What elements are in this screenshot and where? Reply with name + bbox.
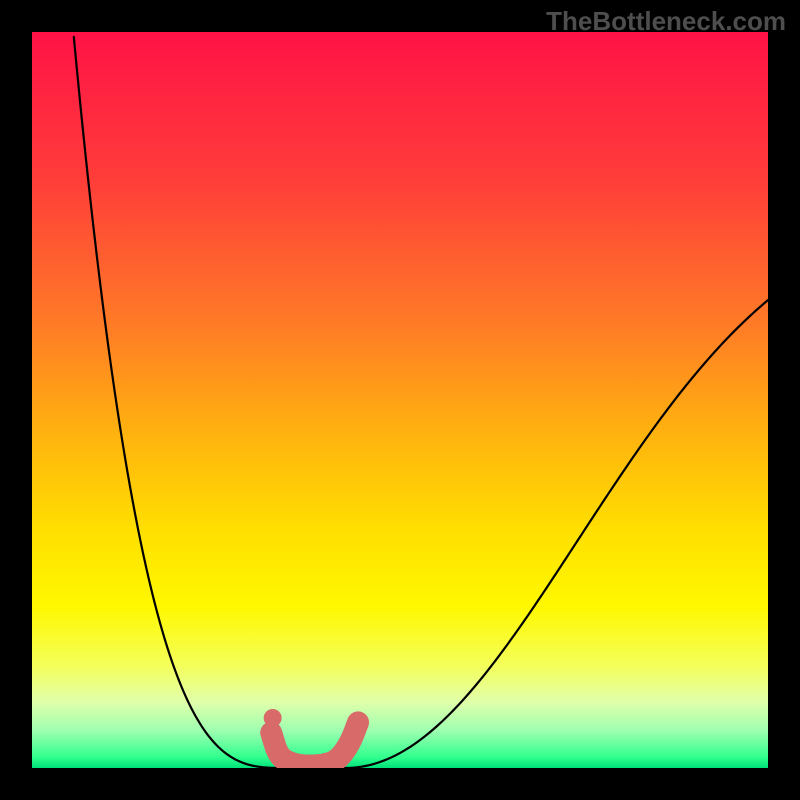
marker-dot: [264, 709, 282, 727]
plot-svg: [32, 32, 768, 768]
plot-area: [32, 32, 768, 768]
gradient-background: [32, 32, 768, 768]
watermark-text: TheBottleneck.com: [546, 6, 786, 37]
chart-root: TheBottleneck.com: [0, 0, 800, 800]
